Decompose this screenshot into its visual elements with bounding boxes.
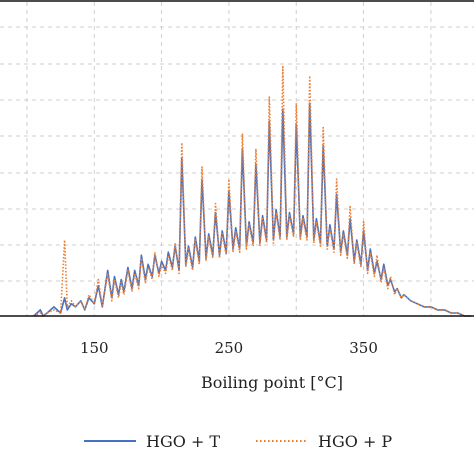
series-line-hgo-p — [33, 65, 472, 317]
legend-label-hgo-p: HGO + P — [318, 432, 392, 451]
series-line-hgo-t — [33, 102, 472, 317]
grid-lines — [0, 2, 474, 316]
legend: HGO + T HGO + P — [84, 432, 392, 451]
x-tick-label: 150 — [80, 339, 109, 357]
x-tick-label: 250 — [215, 339, 244, 357]
x-axis-label: Boiling point [°C] — [201, 373, 343, 392]
plot-series — [33, 65, 472, 317]
x-tick-labels: 150 250 350 — [80, 339, 378, 357]
x-tick-label: 350 — [349, 339, 378, 357]
legend-label-hgo-t: HGO + T — [146, 432, 220, 451]
